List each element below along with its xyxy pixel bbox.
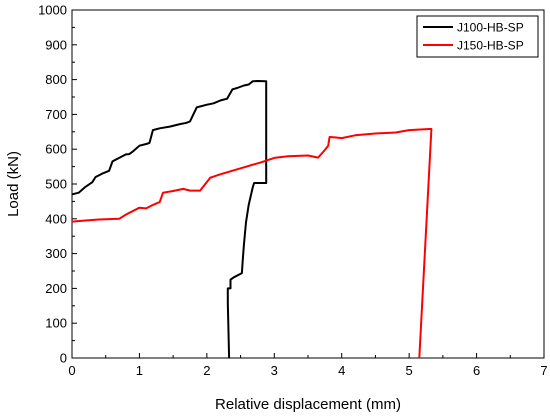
x-tick-label: 6 (473, 363, 480, 378)
x-axis-ticks: 0 1 2 3 4 5 6 7 (68, 353, 548, 378)
y-tick-label: 1000 (38, 3, 67, 18)
y-tick-label: 400 (45, 211, 67, 226)
x-tick-label: 7 (540, 363, 547, 378)
x-tick-label: 1 (136, 363, 143, 378)
series-layer (72, 80, 433, 358)
x-tick-label: 5 (406, 363, 413, 378)
y-tick-label: 100 (45, 316, 67, 331)
y-tick-label: 0 (60, 351, 67, 366)
plot-area-frame (71, 9, 545, 359)
y-tick-label: 300 (45, 246, 67, 261)
x-tick-label: 4 (338, 363, 345, 378)
legend-label: J150-HB-SP (457, 39, 524, 53)
legend-box (416, 15, 539, 58)
x-axis-label: Relative displacement (mm) (215, 396, 401, 413)
y-tick-label: 200 (45, 281, 67, 296)
y-tick-label: 700 (45, 107, 67, 122)
series-line-1 (72, 80, 268, 358)
y-tick-label: 500 (45, 177, 67, 192)
legend: J100-HB-SP J150-HB-SP (416, 15, 539, 58)
x-tick-label: 0 (68, 363, 75, 378)
y-axis-ticks: 0 100 200 300 400 500 600 700 800 900 1000 (38, 3, 77, 366)
series-line-2 (72, 128, 433, 358)
x-tick-label: 3 (271, 363, 278, 378)
y-axis-label: Load (kN) (5, 151, 22, 217)
x-tick-label: 2 (203, 363, 210, 378)
legend-label: J100-HB-SP (457, 21, 524, 35)
y-tick-label: 900 (45, 37, 67, 52)
y-tick-label: 600 (45, 142, 67, 157)
y-tick-label: 800 (45, 72, 67, 87)
